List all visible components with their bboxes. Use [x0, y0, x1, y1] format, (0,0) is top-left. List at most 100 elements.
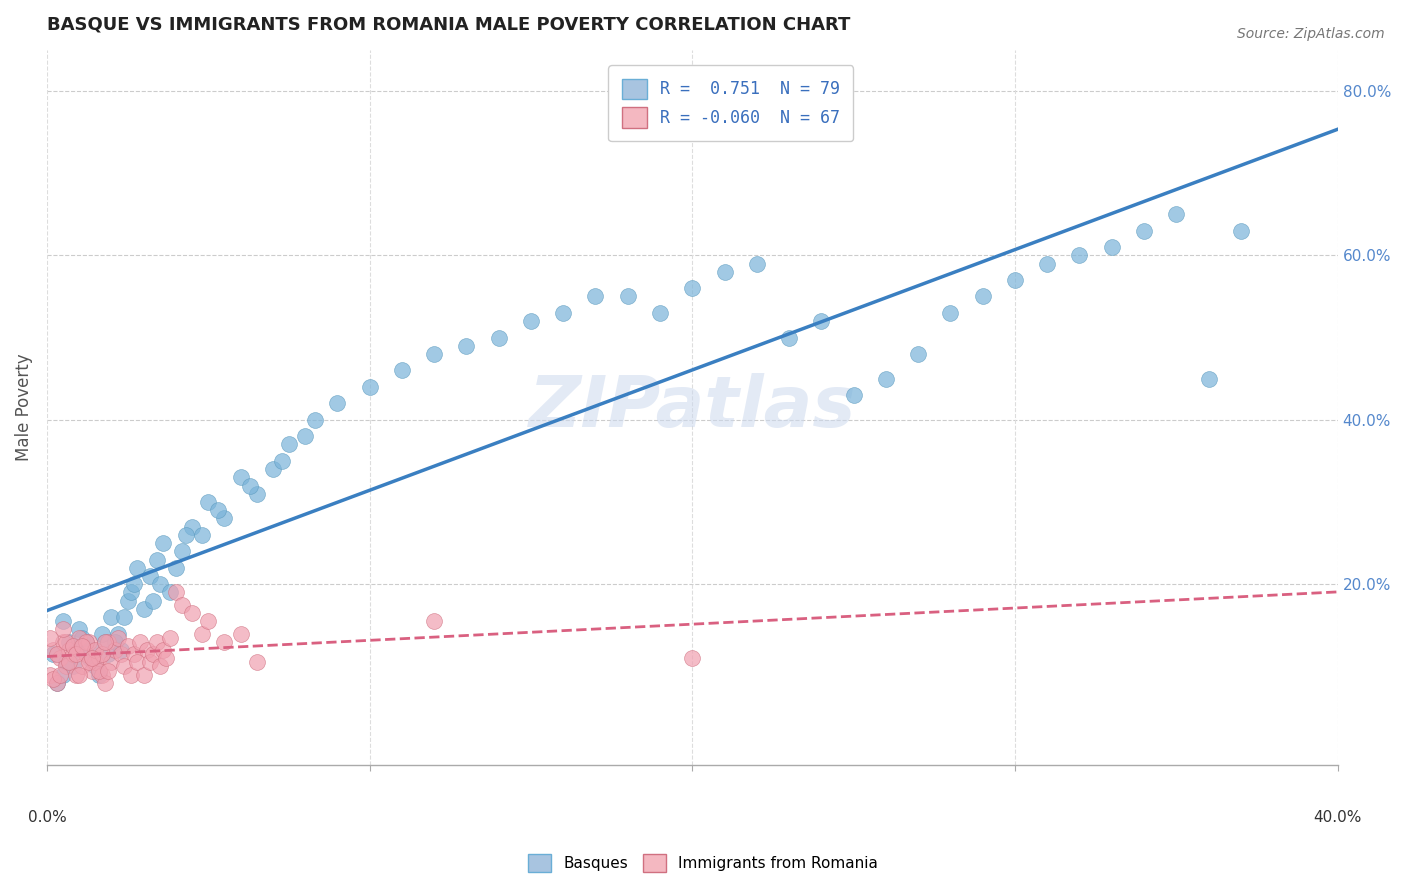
Point: [49, 651, 72, 665]
Point: [359, 380, 381, 394]
Point: [52, 634, 75, 648]
Point: [139, 655, 162, 669]
Point: [39, 631, 62, 645]
Point: [1036, 256, 1059, 270]
Point: [58, 655, 80, 669]
Point: [165, 560, 187, 574]
Point: [77, 655, 100, 669]
Point: [49, 667, 72, 681]
Point: [52, 623, 75, 637]
Point: [294, 429, 316, 443]
Point: [553, 306, 575, 320]
Point: [239, 478, 262, 492]
Point: [277, 437, 299, 451]
Point: [207, 503, 229, 517]
Point: [42, 672, 65, 686]
Point: [80, 664, 103, 678]
Text: 0.0%: 0.0%: [28, 810, 66, 825]
Point: [423, 347, 446, 361]
Point: [67, 623, 90, 637]
Text: BASQUE VS IMMIGRANTS FROM ROMANIA MALE POVERTY CORRELATION CHART: BASQUE VS IMMIGRANTS FROM ROMANIA MALE P…: [46, 15, 851, 33]
Point: [77, 651, 100, 665]
Point: [122, 647, 145, 661]
Point: [75, 647, 97, 661]
Point: [75, 634, 97, 648]
Point: [58, 643, 80, 657]
Point: [84, 655, 107, 669]
Point: [1069, 248, 1091, 262]
Point: [326, 396, 349, 410]
Point: [488, 330, 510, 344]
Point: [152, 536, 174, 550]
Point: [67, 631, 90, 645]
Point: [80, 651, 103, 665]
Point: [62, 639, 84, 653]
Point: [810, 314, 832, 328]
Point: [104, 643, 127, 657]
Point: [246, 487, 269, 501]
Point: [110, 643, 132, 657]
Point: [1004, 273, 1026, 287]
Point: [181, 519, 204, 533]
Point: [127, 560, 149, 574]
Point: [97, 664, 120, 678]
Point: [55, 655, 77, 669]
Point: [112, 610, 135, 624]
Text: 40.0%: 40.0%: [1313, 810, 1362, 825]
Point: [104, 634, 127, 648]
Point: [72, 631, 94, 645]
Point: [120, 585, 142, 599]
Point: [112, 659, 135, 673]
Point: [191, 528, 214, 542]
Point: [77, 634, 100, 648]
Point: [72, 659, 94, 673]
Point: [172, 544, 194, 558]
Point: [875, 372, 897, 386]
Point: [149, 577, 172, 591]
Point: [842, 388, 865, 402]
Point: [214, 634, 236, 648]
Point: [90, 626, 112, 640]
Point: [191, 626, 214, 640]
Point: [648, 306, 671, 320]
Point: [87, 664, 110, 678]
Point: [75, 634, 97, 648]
Point: [907, 347, 929, 361]
Point: [159, 631, 181, 645]
Point: [65, 667, 87, 681]
Point: [52, 614, 75, 628]
Point: [145, 634, 167, 648]
Point: [45, 676, 67, 690]
Point: [42, 643, 65, 657]
Point: [94, 676, 117, 690]
Point: [456, 339, 478, 353]
Point: [585, 289, 607, 303]
Point: [1101, 240, 1123, 254]
Point: [135, 643, 157, 657]
Point: [65, 643, 87, 657]
Point: [165, 585, 187, 599]
Point: [62, 659, 84, 673]
Point: [142, 647, 165, 661]
Text: Source: ZipAtlas.com: Source: ZipAtlas.com: [1237, 27, 1385, 41]
Point: [117, 639, 139, 653]
Point: [152, 643, 174, 657]
Point: [58, 634, 80, 648]
Point: [145, 552, 167, 566]
Point: [87, 651, 110, 665]
Point: [229, 470, 252, 484]
Point: [132, 602, 155, 616]
Point: [84, 659, 107, 673]
Legend: R =  0.751  N = 79, R = -0.060  N = 67: R = 0.751 N = 79, R = -0.060 N = 67: [609, 65, 853, 141]
Point: [62, 647, 84, 661]
Point: [197, 495, 219, 509]
Point: [745, 256, 768, 270]
Point: [246, 655, 269, 669]
Point: [90, 667, 112, 681]
Point: [110, 647, 132, 661]
Point: [129, 634, 152, 648]
Point: [139, 569, 162, 583]
Point: [391, 363, 413, 377]
Point: [122, 577, 145, 591]
Point: [94, 634, 117, 648]
